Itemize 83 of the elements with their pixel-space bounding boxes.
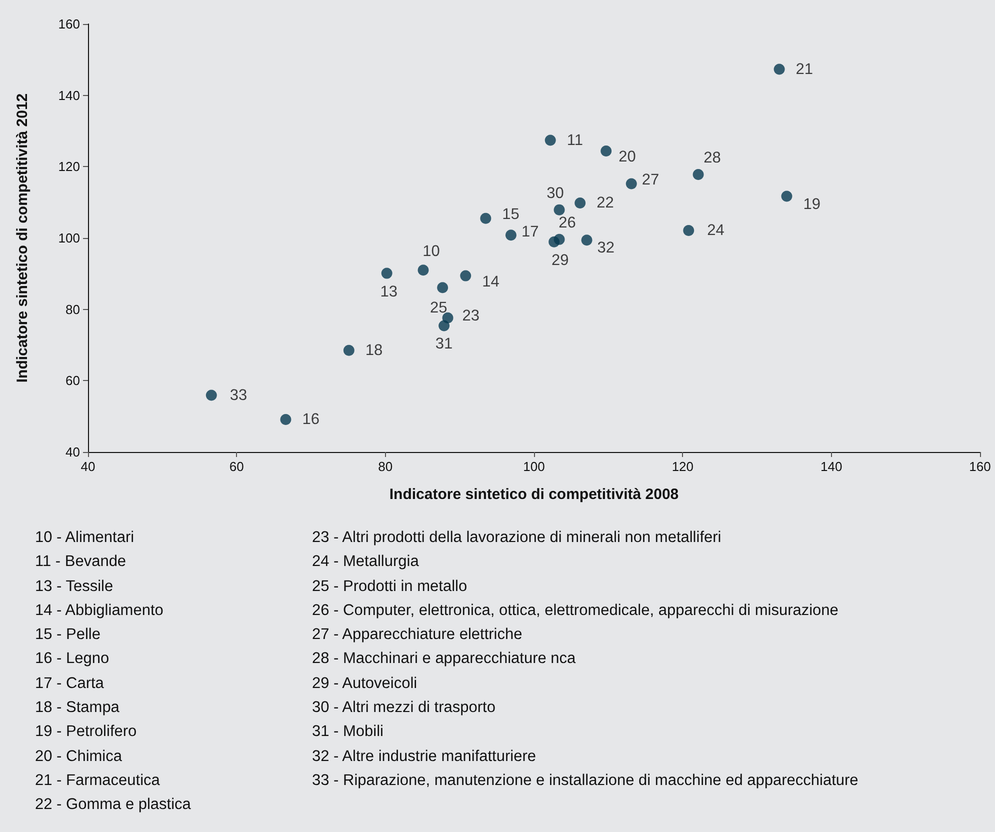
series-label: 27	[642, 171, 660, 188]
x-tick-label: 80	[378, 459, 393, 474]
x-tick-label: 120	[672, 459, 694, 474]
point	[581, 234, 592, 246]
series-label: 20	[618, 148, 636, 166]
text: 14 - Abbigliamento	[35, 600, 164, 621]
point	[574, 198, 586, 209]
series-label: 26	[558, 214, 576, 232]
point	[683, 225, 694, 236]
text: 26 - Computer, elettronica, ottica, elettromedicale, apparecchi di misurazione	[312, 600, 840, 621]
series-label: 18	[365, 342, 383, 359]
point	[600, 145, 612, 156]
text: 28 - Macchinari e apparecchiature nca	[312, 649, 577, 670]
point	[460, 270, 472, 282]
point	[437, 282, 448, 294]
point	[206, 390, 217, 401]
text: 19 - Petrolifero	[35, 722, 138, 742]
point	[343, 344, 354, 356]
point	[438, 320, 450, 332]
series-label: 11	[566, 132, 583, 149]
point	[781, 190, 792, 202]
series-label: 32	[597, 240, 615, 257]
point	[505, 230, 516, 241]
text: 31 - Mobili	[312, 722, 384, 742]
point	[418, 264, 429, 276]
text: 24 - Metallurgia	[312, 552, 420, 572]
text: 22 - Gomma e plastica	[35, 795, 191, 816]
point	[280, 414, 292, 426]
series-label: 24	[707, 222, 725, 240]
text: 29 - Autoveicoli	[312, 674, 418, 694]
series-label: 19	[803, 196, 820, 213]
series-label: 23	[462, 307, 480, 324]
y-tick-label: 40	[66, 444, 80, 460]
y-tick-label: 120	[58, 159, 80, 174]
series-label: 22	[596, 194, 614, 212]
x-tick-label: 100	[523, 459, 545, 474]
point	[554, 204, 565, 216]
series-label: 14	[482, 273, 500, 290]
point	[480, 212, 492, 224]
series-label: 31	[435, 336, 453, 353]
text: 16 - Legno	[35, 649, 110, 670]
text: 18 - Stampa	[35, 698, 120, 718]
x-tick-label: 60	[229, 459, 244, 474]
text: 11 - Bevande	[35, 552, 128, 572]
y-axis-title: Indicatore sintetico di competitività 2012	[14, 93, 31, 383]
series-label: 13	[380, 283, 398, 300]
point	[692, 169, 704, 180]
y-tick-label: 140	[58, 88, 80, 103]
x-axis-title: Indicatore sintetico di competitività 2008	[389, 486, 679, 503]
series-label: 16	[302, 411, 320, 428]
text: 15 - Pelle	[35, 625, 102, 646]
text: 25 - Prodotti in metallo	[312, 576, 468, 597]
text: 13 - Tessile	[35, 576, 114, 597]
x-tick-label: 40	[80, 459, 96, 474]
y-tick-label: 80	[66, 302, 80, 317]
text: 10 - Alimentari	[35, 528, 136, 548]
text: 17 - Carta	[35, 674, 105, 694]
x-tick-label: 160	[969, 459, 991, 474]
y-tick-label: 100	[58, 230, 80, 246]
text: 32 - Altre industrie manifatturiere	[312, 746, 537, 767]
series-label: 10	[422, 243, 440, 260]
text: 23 - Altri prodotti della lavorazione di minerali non metalliferi	[312, 528, 722, 548]
series-label: 33	[230, 386, 248, 404]
series-label: 21	[796, 60, 814, 78]
point	[381, 268, 392, 279]
text: 21 - Farmaceutica	[35, 770, 161, 791]
series-label: 28	[704, 150, 721, 167]
point	[774, 64, 785, 75]
point	[544, 134, 556, 146]
series-label: 29	[551, 252, 569, 269]
text: 33 - Riparazione, manutenzione e installazione di macchine ed apparecchiature	[312, 770, 858, 791]
y-tick-label: 60	[66, 373, 80, 388]
text: 30 - Altri mezzi di trasporto	[312, 698, 496, 718]
x-tick-label: 140	[820, 459, 842, 474]
text: 20 - Chimica	[35, 746, 123, 767]
series-label: 15	[502, 206, 520, 223]
y-tick-label: 160	[58, 16, 80, 32]
point	[626, 178, 637, 190]
series-label: 17	[521, 224, 539, 241]
series-label: 30	[546, 184, 564, 202]
text: 27 - Apparecchiature elettriche	[312, 625, 524, 646]
point	[548, 236, 560, 248]
series-label: 25	[430, 300, 448, 317]
